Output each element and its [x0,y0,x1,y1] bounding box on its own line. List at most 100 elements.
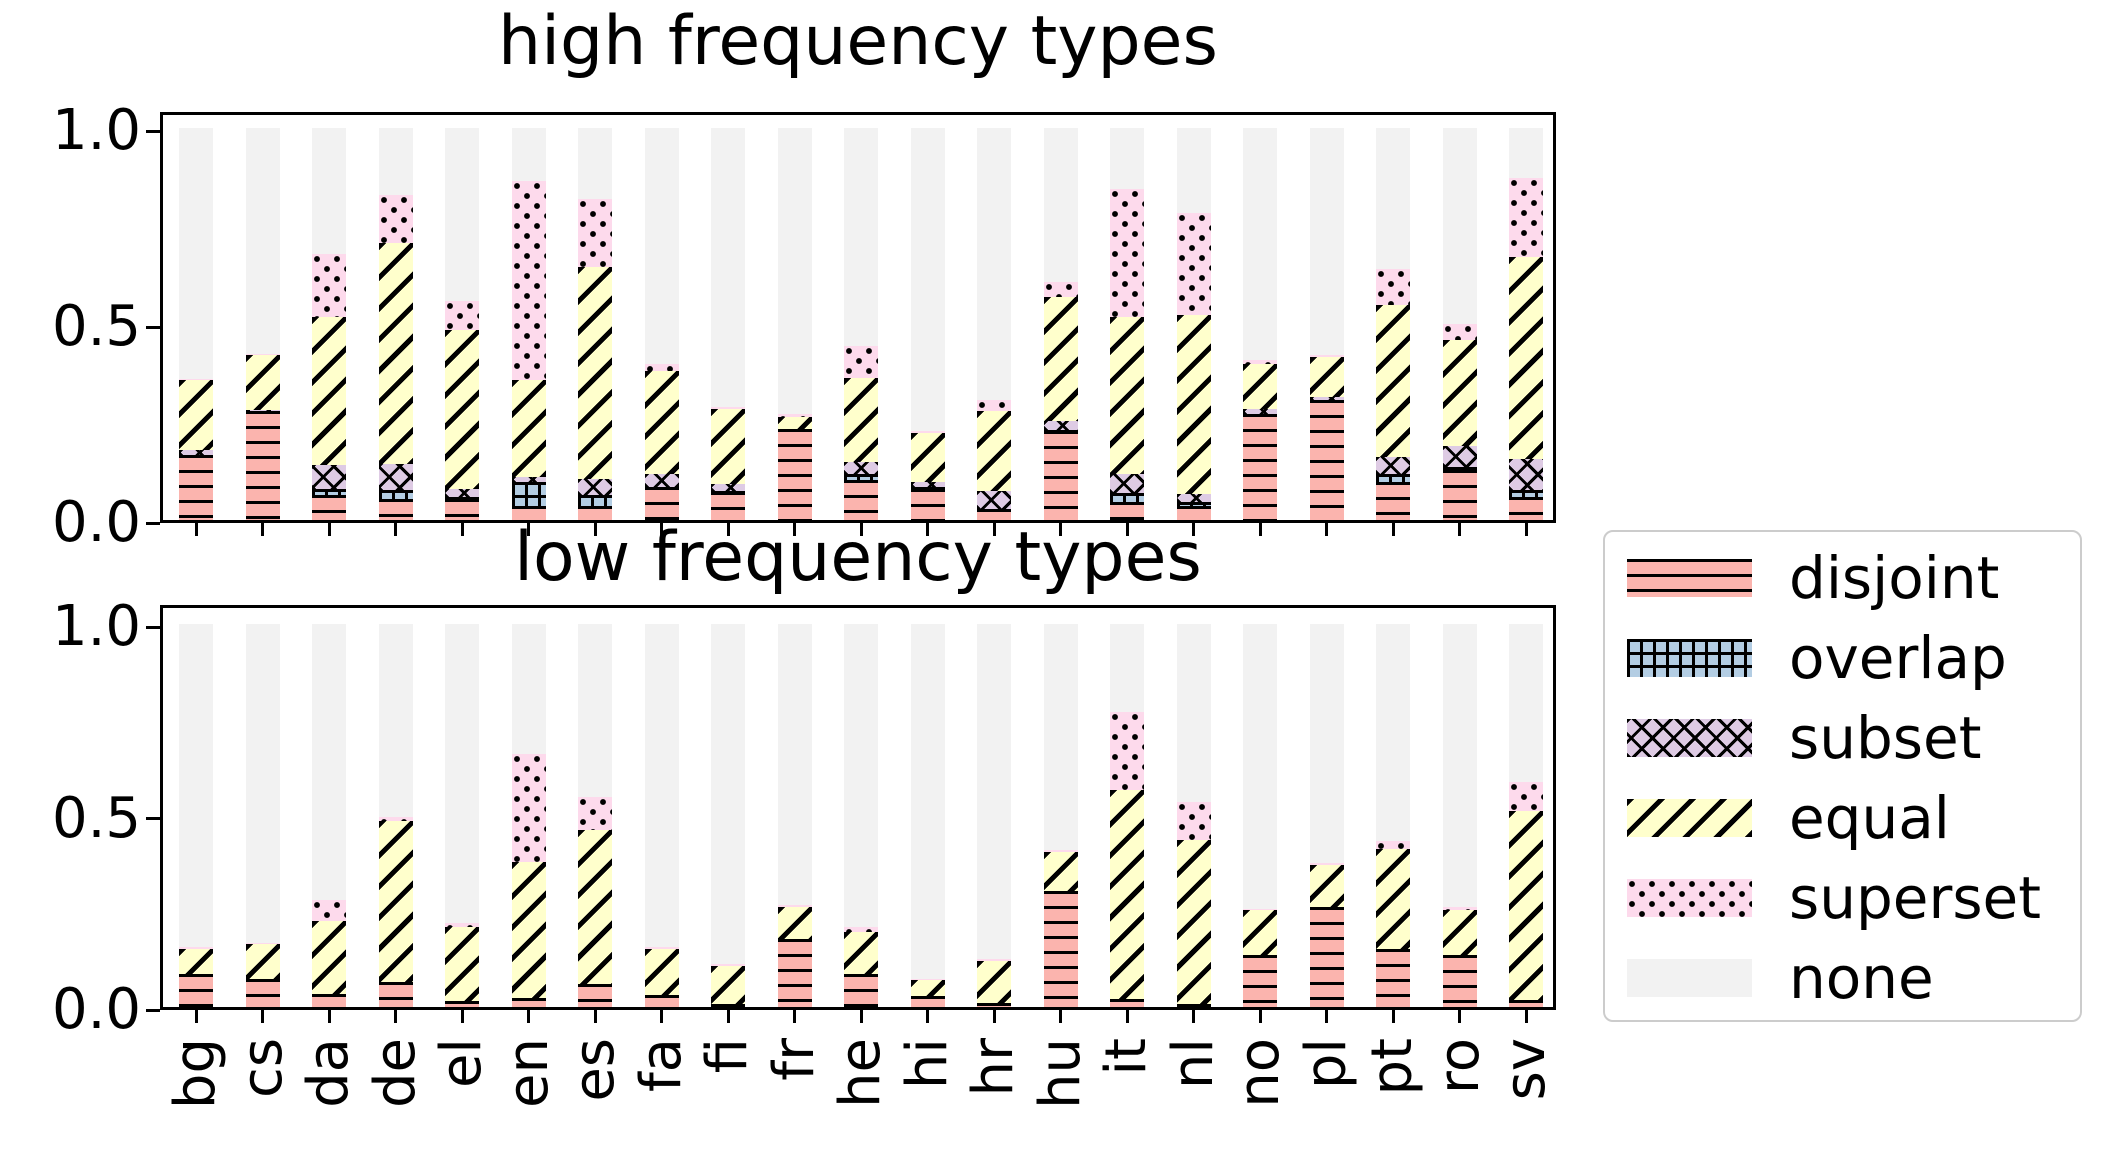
bar-segment-subset [977,490,1011,509]
bar-segment-superset [511,180,546,381]
bar-segment-equal [1442,909,1477,956]
bar-segment-superset [1309,355,1344,358]
bar-segment-equal [1110,789,1144,999]
bar-segment-superset [977,959,1011,962]
bar-hu [1043,602,1078,1007]
y-tick-label: 0.5 [51,785,141,851]
bar-cs [245,602,280,1007]
legend-item-overlap: overlap [1605,620,2080,696]
x-tick-mark [1524,1010,1528,1023]
legend-item-subset: subset [1605,700,2080,776]
bar-segment-disjoint [1110,998,1144,1007]
bar-segment-overlap [711,491,745,493]
x-tick-mark [1325,523,1328,536]
bar-segment-subset [179,450,213,456]
plot-low-frequency: bg cs da de el en es fa fi fr he hi hr hu it nl no pl pt ro… [52,599,1558,1110]
legend-item-disjoint: disjoint [1605,540,2080,616]
bar-segment-disjoint [1376,482,1410,520]
bar-hi [910,602,945,1007]
bar-segment-superset [578,797,612,831]
legend-swatch-overlap [1627,639,1752,677]
x-tick-mark [793,523,796,536]
bar-segment-equal [578,267,612,480]
bar-nl [1176,109,1211,520]
bar-el [445,109,479,520]
bar-segment-disjoint [445,1001,479,1007]
title-low-frequency: low frequency types [514,518,1202,597]
bar-segment-subset [1243,409,1277,415]
x-tick-mark [194,1010,198,1023]
bar-de [378,109,413,520]
x-tick-mark [460,1010,464,1023]
bar-segment-equal [1110,317,1144,475]
x-tick-mark [992,1010,996,1023]
bar-segment-superset [1442,907,1477,910]
bar-segment-disjoint [511,998,546,1007]
bar-segment-none [910,624,945,1007]
bar-segment-disjoint [378,982,413,1007]
bar-he [844,602,878,1007]
bar-segment-disjoint [245,411,280,520]
x-tick-mark [327,1010,331,1023]
x-tick-mark [527,1010,530,1023]
bar-segment-disjoint [977,509,1011,520]
bar-segment-disjoint [1442,470,1477,520]
bar-segment-equal [1309,357,1344,397]
bar-segment-disjoint [1309,907,1344,1007]
x-tick-label-no: no [1227,1038,1292,1108]
bar-segment-subset [644,474,679,487]
x-tick-label-he: he [828,1038,893,1108]
bar-cs [245,109,280,520]
bar-segment-overlap [1110,492,1144,503]
x-tick-mark [261,1010,264,1023]
bar-segment-disjoint [910,995,945,1007]
bar-segment-subset [844,462,878,475]
bar-segment-superset [445,300,479,331]
bar-segment-superset [1243,360,1277,364]
bar-segment-disjoint [844,480,878,520]
x-tick-mark [1524,523,1528,536]
bar-segment-superset [1509,178,1543,257]
bar-segment-equal [910,432,945,483]
bar-segment-superset [844,926,878,932]
bar-da [312,109,346,520]
x-tick-label-ro: ro [1426,1038,1492,1095]
legend-label-none: none [1789,944,1934,1012]
bar-segment-equal [1243,364,1277,410]
bar-el [445,602,479,1007]
bar-segment-superset [1376,269,1410,306]
bar-segment-equal [644,371,679,475]
x-tick-mark [1458,523,1461,536]
bar-segment-superset [245,354,280,356]
bar-segment-disjoint [511,505,546,520]
legend: disjoint overlap subset equal superset none [1603,530,2082,1022]
legend-swatch-disjoint [1627,559,1752,597]
bar-segment-superset [711,407,745,410]
bar-segment-equal [445,330,479,490]
bar-segment-equal [1043,297,1078,422]
bar-segment-disjoint [644,487,679,520]
bar-segment-equal [1509,256,1543,460]
bar-segment-equal [179,380,213,451]
bar-segment-superset [1243,908,1277,911]
bar-segment-overlap [1376,474,1410,483]
bar-segment-equal [977,410,1011,491]
x-tick-mark [593,523,597,536]
bar-segment-overlap [910,487,945,490]
bar-segment-subset [578,479,612,496]
bar-segment-equal [1043,851,1078,892]
legend-swatch-subset [1627,719,1752,757]
x-tick-mark [394,1010,397,1023]
y-tick-label: 1.0 [51,594,141,659]
y-tick-mark [146,521,160,525]
bar-segment-superset [1176,213,1211,315]
bar-hi [910,109,945,520]
bar-segment-equal [312,316,346,466]
x-tick-label-nl: nl [1160,1038,1226,1090]
bar-bg [179,602,213,1007]
bar-segment-disjoint [777,429,812,520]
bar-segment-subset [1309,396,1344,401]
bar-es [578,109,612,520]
x-tick-label-fr: fr [761,1038,827,1081]
bar-segment-superset [1043,282,1078,298]
